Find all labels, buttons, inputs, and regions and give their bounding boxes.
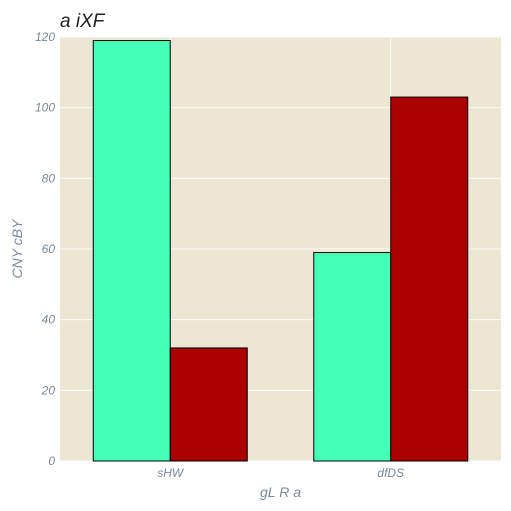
y-tick-labels: 0 20 40 60 80 100 120	[35, 30, 55, 468]
chart-title: a iXF	[60, 11, 106, 32]
bar-sHW-series-1	[92, 40, 171, 462]
y-tick-label: 60	[42, 242, 56, 256]
bar-sHW-series-2	[169, 347, 248, 462]
bars	[92, 40, 469, 462]
y-tick-label: 0	[48, 454, 55, 468]
x-tick-label: sHW	[157, 466, 185, 480]
y-axis-label: CNY cBY	[9, 218, 25, 279]
x-axis-label: gL R a	[260, 484, 301, 500]
y-tick-label: 120	[35, 30, 55, 44]
y-tick-label: 40	[42, 313, 56, 327]
bar-dfDS-series-2	[390, 96, 469, 462]
bar-dfDS-series-1	[313, 252, 392, 462]
y-tick-label: 20	[41, 383, 56, 397]
y-tick-label: 80	[42, 171, 56, 185]
x-tick-label: dfDS	[377, 466, 404, 480]
y-tick-label: 100	[35, 101, 55, 115]
x-tick-labels: sHW dfDS	[157, 466, 404, 480]
